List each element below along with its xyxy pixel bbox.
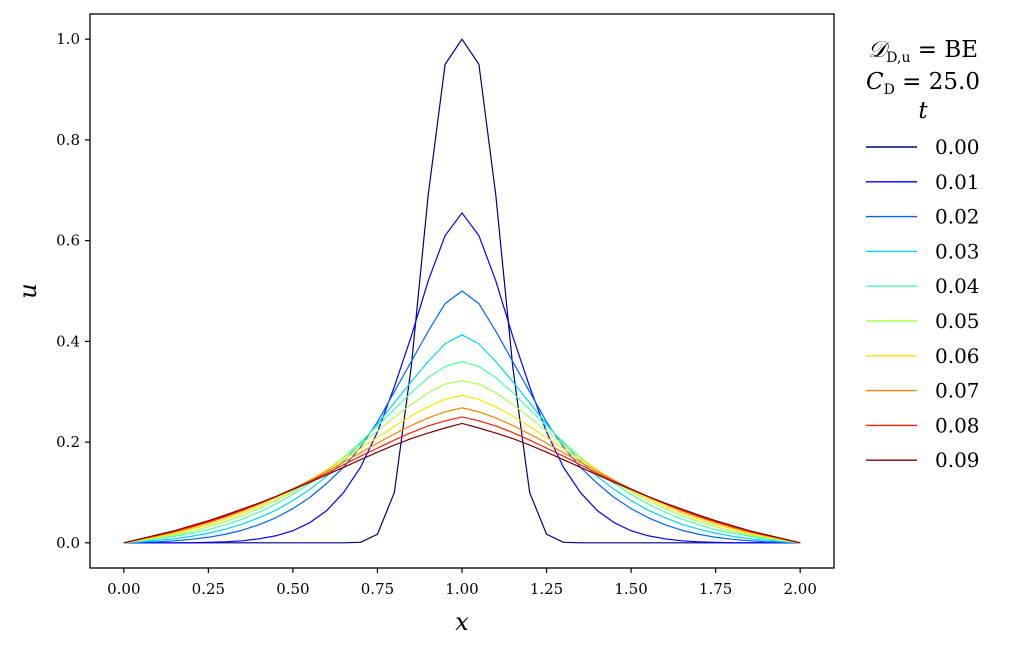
legend-title-symbol-d: 𝒟	[868, 37, 891, 63]
plot-area: 0.00 0.25 0.50 0.75 1.00 1.25 1.50 1.75 2.00 0.0…	[56, 13, 835, 598]
series-line-0.03	[123, 334, 801, 544]
x-tick-label: 1.50	[614, 580, 647, 598]
x-axis-title: x	[455, 608, 469, 636]
legend-title-subscript-1: D,u	[886, 50, 910, 66]
series-line-0.00	[123, 38, 801, 544]
y-axis: 0.0 0.2 0.4 0.6 0.8 1.0	[56, 30, 90, 552]
series-layer	[123, 38, 801, 544]
x-tick-label: 0.00	[107, 580, 140, 598]
legend-title-value-1: = BE	[910, 37, 978, 63]
y-tick-label: 0.0	[56, 534, 80, 552]
legend-title-line-3: t	[918, 98, 928, 124]
series-line-0.04	[123, 360, 801, 544]
x-axis: 0.00 0.25 0.50 0.75 1.00 1.25 1.50 1.75 2.00	[107, 568, 817, 598]
legend-label: 0.01	[935, 170, 980, 194]
y-tick-label: 0.8	[56, 131, 80, 149]
legend-label: 0.02	[935, 205, 980, 229]
legend: 𝒟D,u = BE CD = 25.0 t 0.000.010.020.030.…	[866, 37, 980, 472]
series-line-0.08	[123, 416, 801, 544]
legend-title-symbol-c: C	[866, 69, 884, 95]
series-line-0.02	[123, 290, 801, 544]
x-tick-label: 2.00	[783, 580, 816, 598]
legend-label: 0.07	[935, 379, 980, 403]
legend-label: 0.08	[935, 413, 980, 437]
legend-title-value-2: = 25.0	[895, 69, 980, 95]
series-line-0.09	[123, 422, 801, 544]
legend-label: 0.09	[935, 448, 980, 472]
y-axis-title: u	[14, 283, 42, 298]
legend-label: 0.03	[935, 239, 980, 263]
x-tick-label: 1.00	[445, 580, 478, 598]
y-tick-label: 0.6	[56, 232, 80, 250]
series-line-0.05	[123, 380, 801, 544]
legend-title-subscript-2: D	[884, 82, 895, 98]
series-line-0.06	[123, 394, 801, 544]
y-tick-label: 1.0	[56, 30, 80, 48]
legend-entries: 0.00 0.01 0.02 0.03 0.04 0.05 0.06 0.07 0.08 0.09	[866, 135, 980, 472]
legend-title-line-1: 𝒟D,u = BE	[868, 37, 978, 66]
y-tick-label: 0.2	[56, 433, 80, 451]
legend-title-line-2: CD = 25.0	[866, 69, 980, 98]
x-tick-label: 1.25	[530, 580, 563, 598]
x-tick-label: 0.75	[361, 580, 394, 598]
series-line-0.07	[123, 407, 801, 544]
legend-label: 0.05	[935, 309, 980, 333]
legend-label: 0.00	[935, 135, 980, 159]
legend-label: 0.06	[935, 344, 980, 368]
legend-label: 0.04	[935, 274, 980, 298]
y-tick-label: 0.4	[56, 332, 80, 350]
x-tick-label: 1.75	[699, 580, 732, 598]
x-tick-label: 0.50	[276, 580, 309, 598]
series-line-0.01	[123, 212, 801, 544]
x-tick-label: 0.25	[192, 580, 225, 598]
